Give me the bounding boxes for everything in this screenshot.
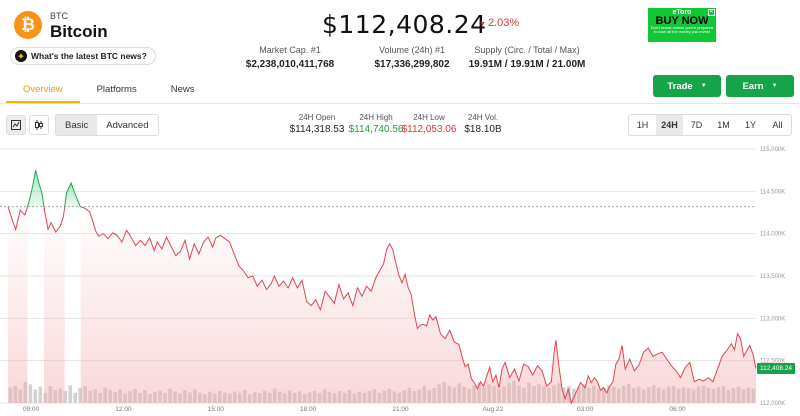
price-line-down (80, 206, 757, 405)
y-tick-label: 114,500K (760, 189, 785, 195)
x-tick-label: 03:00 (577, 406, 594, 413)
volume-stat: Volume (24h) #1 $17,336,299,802 (358, 45, 466, 70)
volume-bar (68, 385, 73, 403)
range-1m[interactable]: 1M (717, 120, 730, 130)
latest-news-button[interactable]: ✦ What's the latest BTC news? (10, 47, 156, 65)
price-area (8, 170, 756, 403)
y-tick-label: 113,000K (760, 316, 785, 322)
price-area-down (44, 206, 65, 403)
supply-stat: Supply (Circ. / Total / Max) 19.91M / 19… (466, 45, 588, 70)
ohlc-open-label: 24H Open (298, 113, 336, 122)
x-tick-label: Aug 22 (483, 406, 504, 413)
supply-label: Supply (Circ. / Total / Max) (474, 45, 580, 55)
price-line-up (27, 170, 45, 207)
ohlc-open: 24H Open $114,318.53 (286, 113, 348, 135)
ohlc-low-value: $112,053.06 (401, 124, 457, 135)
price-area-down (8, 206, 28, 403)
time-range-selector: 1H 24H 7D 1M 1Y All (628, 114, 792, 136)
ohlc-volume: 24H Vol. $18.10B (456, 113, 510, 135)
ohlc-high-label: 24H High (359, 113, 393, 122)
ad-close-icon[interactable]: ✕ (708, 9, 715, 16)
bitcoin-logo-icon: ₿ (14, 11, 42, 39)
tab-news[interactable]: News (170, 84, 195, 95)
chevron-down-icon: ▼ (771, 83, 778, 89)
volume-bar (572, 388, 576, 403)
y-tick-label: 115,000K (760, 147, 785, 153)
range-24h[interactable]: 24H (656, 115, 683, 135)
price-change: ▼ 2.03% (479, 17, 519, 29)
current-price: $112,408.24 (322, 10, 487, 39)
chart-mode-switch: Basic Advanced (55, 114, 159, 136)
tab-platforms[interactable]: Platforms (96, 84, 137, 95)
x-tick-label: 18:00 (300, 406, 317, 413)
price-line-down (43, 206, 66, 233)
market-cap-stat: Market Cap. #1 $2,238,010,411,768 (236, 45, 344, 70)
volume-bar (63, 391, 68, 403)
trade-button-label: Trade (667, 80, 693, 92)
y-tick-label: 113,500K (760, 274, 785, 280)
mode-advanced[interactable]: Advanced (106, 119, 149, 131)
ad-brand: eToro (672, 9, 692, 16)
y-tick-label: 112,500K (760, 359, 785, 365)
range-1y[interactable]: 1Y (744, 120, 756, 130)
x-tick-label: 06:00 (669, 406, 686, 413)
volume-bar (78, 388, 82, 403)
trade-button[interactable]: Trade ▼ (653, 75, 721, 97)
supply-value: 19.91M / 19.91M / 21.00M (468, 59, 586, 70)
price-change-value: 2.03% (487, 17, 520, 29)
candlestick-toggle-icon[interactable] (29, 115, 49, 135)
chevron-down-icon: ▼ (700, 83, 707, 89)
ohlc-low-label: 24H Low (413, 113, 445, 122)
coin-name: Bitcoin (50, 22, 108, 41)
volume-bar (38, 386, 43, 403)
earn-button[interactable]: Earn ▼ (726, 75, 794, 97)
ohlc-low: 24H Low $112,053.06 (398, 113, 460, 135)
price-line-down (7, 206, 28, 232)
volume-bar (28, 384, 33, 403)
price-chart[interactable]: 115,000K 114,500K 114,000K 113,500K 113,000K… (0, 140, 800, 416)
price-area-up (27, 170, 44, 207)
last-price-tag: 112,408.24 (757, 363, 795, 374)
price-area-down (80, 206, 756, 403)
ohlc-high-value: $114,740.56 (348, 124, 404, 135)
y-tick-label: 114,000K (760, 232, 785, 238)
volume-label: Volume (24h) #1 (378, 45, 446, 55)
x-tick-label: 09:00 (23, 406, 40, 413)
page-tabs: Overview Platforms News (6, 79, 211, 103)
market-cap-label: Market Cap. #1 (259, 45, 321, 55)
etoro-ad-banner[interactable]: ✕ eToro BUY NOW Don't invest unless you'… (648, 8, 716, 42)
volume-bar (33, 389, 38, 403)
earn-button-label: Earn (742, 80, 764, 92)
y-tick-label: 112,000K (760, 401, 785, 407)
ohlc-high: 24H High $114,740.56 (345, 113, 407, 135)
x-tick-label: 15:00 (208, 406, 225, 413)
range-7d[interactable]: 7D (690, 120, 703, 130)
range-1h[interactable]: 1H (636, 120, 649, 130)
mode-basic[interactable]: Basic (56, 115, 98, 135)
line-chart-toggle-icon[interactable] (6, 115, 26, 135)
y-axis-labels: 115,000K 114,500K 114,000K 113,500K 113,000K… (760, 147, 785, 407)
price-line-up (64, 181, 81, 208)
volume-bar (73, 392, 78, 403)
price-lines (7, 170, 757, 405)
x-tick-label: 21:00 (392, 406, 409, 413)
x-axis-labels: 09:00 12:00 15:00 18:00 21:00 Aug 22 03:00 06:0… (23, 406, 686, 413)
ad-headline: BUY NOW (655, 15, 709, 27)
tab-overview[interactable]: Overview (6, 79, 80, 103)
ohlc-volume-value: $18.10B (464, 124, 502, 135)
range-all[interactable]: All (772, 120, 783, 130)
news-pill-label: What's the latest BTC news? (31, 51, 147, 61)
sparkle-icon: ✦ (15, 50, 27, 62)
coin-symbol: BTC (50, 11, 68, 21)
x-tick-label: 12:00 (115, 406, 132, 413)
volume-value: $17,336,299,802 (374, 59, 450, 70)
ohlc-volume-label: 24H Vol. (467, 113, 499, 122)
ohlc-open-value: $114,318.53 (289, 124, 345, 135)
market-cap-value: $2,238,010,411,768 (245, 59, 335, 70)
ad-fine-print: Don't invest unless you're prepared to l… (650, 25, 714, 34)
down-triangle-icon: ▼ (479, 21, 486, 28)
tabs-divider (0, 103, 800, 104)
